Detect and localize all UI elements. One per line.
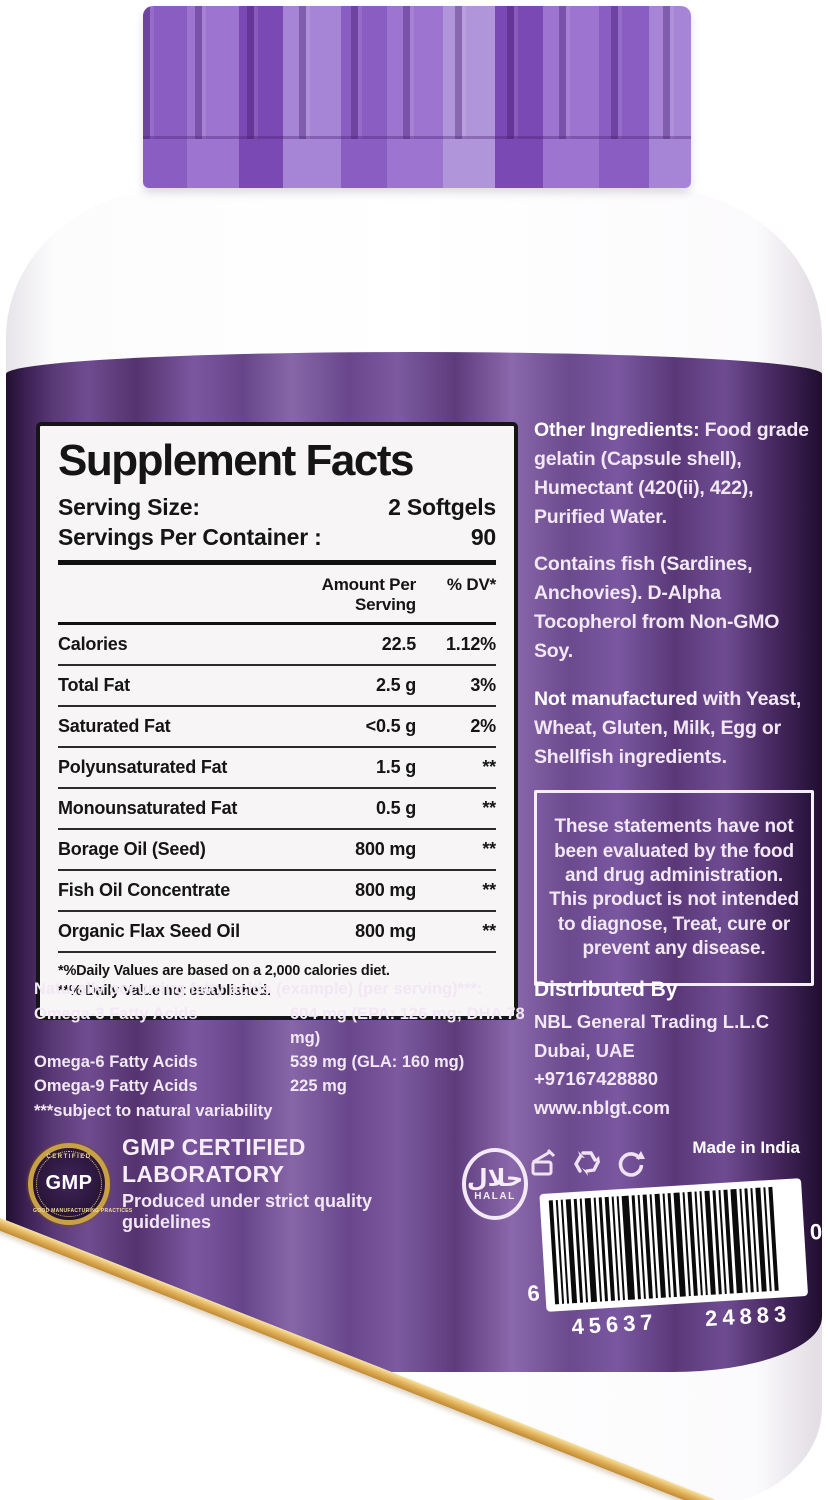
- distributor-name: NBL General Trading L.L.C: [534, 1011, 770, 1032]
- barcode-digit-right: 0: [809, 1218, 823, 1245]
- distributor-heading: Distributed By: [534, 978, 678, 1001]
- gmp-seal-icon: CERTIFIED GMP GOOD MANUFACTURING PRACTIC…: [28, 1142, 133, 1225]
- label-right-column: Other Ingredients: Food grade gelatin (C…: [534, 416, 814, 987]
- barcode-bars: [548, 1186, 799, 1305]
- gmp-certified-text: GMP CERTIFIED LABORATORY Produced under …: [122, 1134, 450, 1233]
- gmp-ring-bottom-text: GOOD MANUFACTURING PRACTICES: [33, 1207, 133, 1214]
- fda-disclaimer-box: These statements have not been evaluated…: [534, 790, 814, 987]
- facts-footnotes: *%Daily Values are based on a 2,000 calo…: [58, 961, 496, 1002]
- dispose-icon: [531, 1148, 556, 1176]
- distributor-website: www.nblgt.com: [534, 1097, 671, 1119]
- circular-arrows-icon: [618, 1151, 645, 1177]
- footnote-not-established: **% Daily Value not established.: [58, 983, 271, 1000]
- servings-label: Servings Per Container :: [58, 524, 322, 551]
- halal-logo-icon: حلال HALAL: [462, 1147, 528, 1220]
- fatty-acids-block: Naturally occurring fatty acids (example…: [34, 978, 530, 1124]
- facts-header-row: Amount Per Serving % DV*: [58, 565, 496, 626]
- distributor-phone: +97167428880: [534, 1068, 658, 1090]
- other-ingredients-lead: Other Ingredients:: [534, 419, 700, 441]
- servings-per-container-line: Servings Per Container : 90: [58, 524, 496, 551]
- list-item: Omega-9 Fatty Acids 225 mg: [34, 1076, 347, 1095]
- not-manufactured-text: with Yeast, Wheat, Gluten, Milk, Egg or …: [534, 687, 802, 768]
- gmp-certified-line2: Produced under strict quality guidelines: [122, 1191, 373, 1232]
- list-item: Omega-3 Fatty Acids 604 mg (EPA: 126 mg;…: [34, 1004, 525, 1047]
- bottle-cap: [143, 6, 691, 188]
- gmp-seal-text: GMP: [45, 1172, 93, 1194]
- servings-value: 90: [470, 524, 496, 551]
- barcode-digit-left: 6: [526, 1280, 541, 1306]
- divider-thick: [58, 560, 496, 566]
- certifications-row: CERTIFIED GMP GOOD MANUFACTURING PRACTIC…: [28, 1134, 528, 1233]
- back-label: Supplement Facts Serving Size: 2 Softgel…: [6, 352, 824, 1372]
- barcode-group1: 45637: [570, 1309, 659, 1340]
- distributor-block: Distributed By NBL General Trading L.L.C…: [534, 978, 814, 1123]
- distributor-city: Dubai, UAE: [534, 1039, 635, 1061]
- other-ingredients-text: Food grade gelatin (Capsule shell), Hume…: [534, 419, 809, 528]
- barcode-group2: 24883: [704, 1300, 792, 1332]
- col-dv-header: % DV*: [446, 575, 496, 595]
- table-row: Monounsaturated Fat 0.5 g **: [58, 789, 496, 831]
- supplement-facts-panel: Supplement Facts Serving Size: 2 Softgel…: [36, 422, 518, 1020]
- eco-icons-row: [528, 1146, 648, 1180]
- fatty-acids-footnote: ***subject to natural variability: [34, 1101, 273, 1120]
- table-row: Saturated Fat <0.5 g 2%: [58, 707, 496, 749]
- halal-arabic-text: حلال: [466, 1163, 524, 1192]
- made-in-india-text: Made in India: [692, 1138, 800, 1157]
- not-manufactured-paragraph: Not manufactured with Yeast, Wheat, Glut…: [534, 685, 814, 772]
- halal-label: HALAL: [474, 1190, 516, 1202]
- cap-ribs: [143, 6, 691, 139]
- other-ingredients-paragraph: Other Ingredients: Food grade gelatin (C…: [534, 416, 814, 531]
- table-row: Fish Oil Concentrate 800 mg **: [58, 871, 496, 913]
- gmp-certified-line1: GMP CERTIFIED LABORATORY: [122, 1134, 306, 1187]
- supplement-facts-title: Supplement Facts: [58, 436, 414, 485]
- table-row: Polyunsaturated Fat 1.5 g **: [58, 748, 496, 790]
- list-item: Omega-6 Fatty Acids 539 mg (GLA: 160 mg): [34, 1052, 465, 1071]
- serving-size-line: Serving Size: 2 Softgels: [58, 494, 496, 521]
- col-amount-header: Amount Per Serving: [321, 575, 417, 615]
- fatty-acids-heading: Naturally occurring fatty acids (example…: [34, 980, 483, 998]
- recycle-mobius-icon: [574, 1151, 600, 1176]
- table-row: Organic Flax Seed Oil 800 mg **: [58, 912, 496, 954]
- serving-size-label: Serving Size:: [58, 494, 200, 521]
- table-row: Total Fat 2.5 g 3%: [58, 666, 496, 708]
- gmp-ring-top-text: CERTIFIED: [46, 1153, 92, 1160]
- serving-size-value: 2 Softgels: [388, 494, 496, 521]
- table-row: Calories 22.5 1.12%: [58, 625, 496, 667]
- table-row: Borage Oil (Seed) 800 mg **: [58, 830, 496, 872]
- not-manufactured-lead: Not manufactured: [534, 687, 698, 710]
- barcode-bars-box: [539, 1178, 809, 1312]
- barcode: 6 0 45637 24883: [523, 1177, 824, 1355]
- contains-paragraph: Contains fish (Sardines, Anchovies). D-A…: [534, 553, 780, 663]
- footnote-daily-values: *%Daily Values are based on a 2,000 calo…: [58, 963, 390, 980]
